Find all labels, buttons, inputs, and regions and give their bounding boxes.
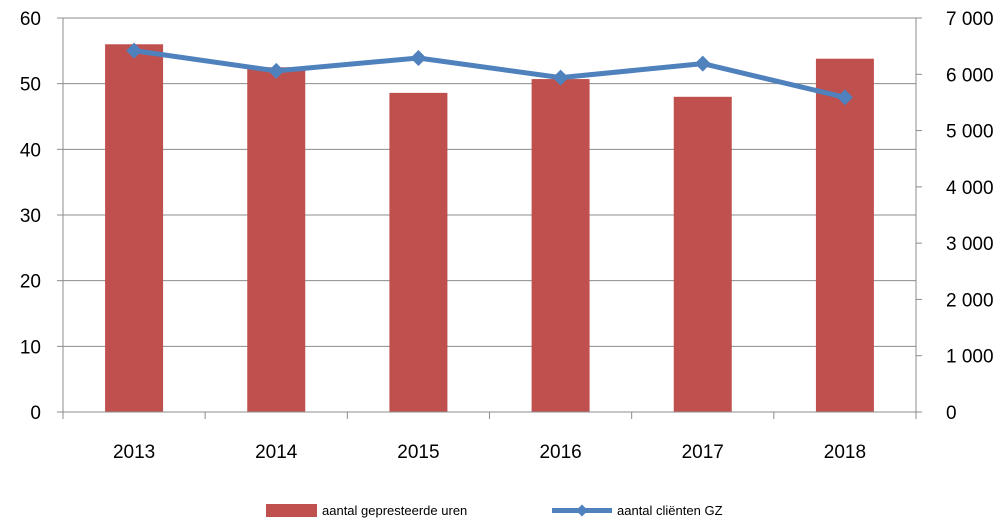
x-tick-label: 2013 [113,442,155,463]
y-right-tick-label: 4 000 [946,178,994,199]
y-right-tick-label: 7 000 [946,9,994,30]
y-left-tick-label: 40 [20,140,41,161]
line-point [552,69,569,86]
line-point [836,89,853,106]
bar [673,96,732,413]
y-left-tick-label: 0 [30,403,41,424]
series-line [131,48,848,100]
bar [389,92,448,413]
x-tick-label: 2015 [397,442,439,463]
y-right-tick-label: 3 000 [946,234,994,255]
x-tick-label: 2014 [255,442,298,463]
y-left-tick-label: 20 [20,272,41,293]
axes [57,17,922,419]
bar [247,67,306,412]
legend-label-bar: aantal gepresteerde uren [322,503,467,518]
line-series [126,42,853,106]
legend: aantal gepresteerde uren aantal cliënten… [266,503,723,518]
line-point [268,62,285,79]
y-right-tick-label: 5 000 [946,122,994,143]
y-left-tick-label: 10 [20,337,41,358]
line-point [126,42,143,59]
bar [531,79,590,412]
legend-swatch-bar [266,504,317,517]
bar [105,44,164,413]
legend-swatch-line-marker [576,504,588,517]
y-right-tick-label: 2 000 [946,290,994,311]
bar [815,58,874,413]
y-right-tick-label: 1 000 [946,347,994,368]
gridlines [63,17,916,413]
line-point [410,49,427,66]
x-tick-label: 2018 [824,442,866,463]
legend-label-line: aantal cliënten GZ [617,503,723,518]
y-left-tick-label: 60 [20,9,41,30]
y-left-tick-label: 50 [20,75,41,96]
line-point [694,55,711,72]
y-right-tick-label: 0 [946,403,957,424]
y-right-tick-label: 6 000 [946,65,994,86]
bar-series [105,44,874,413]
tick-labels: 0 10 20 30 40 50 60 0 1 000 2 000 3 000 4 000 5 000 6… [20,9,994,463]
x-tick-label: 2017 [682,442,724,463]
y-left-tick-label: 30 [20,206,41,227]
x-tick-label: 2016 [539,442,581,463]
